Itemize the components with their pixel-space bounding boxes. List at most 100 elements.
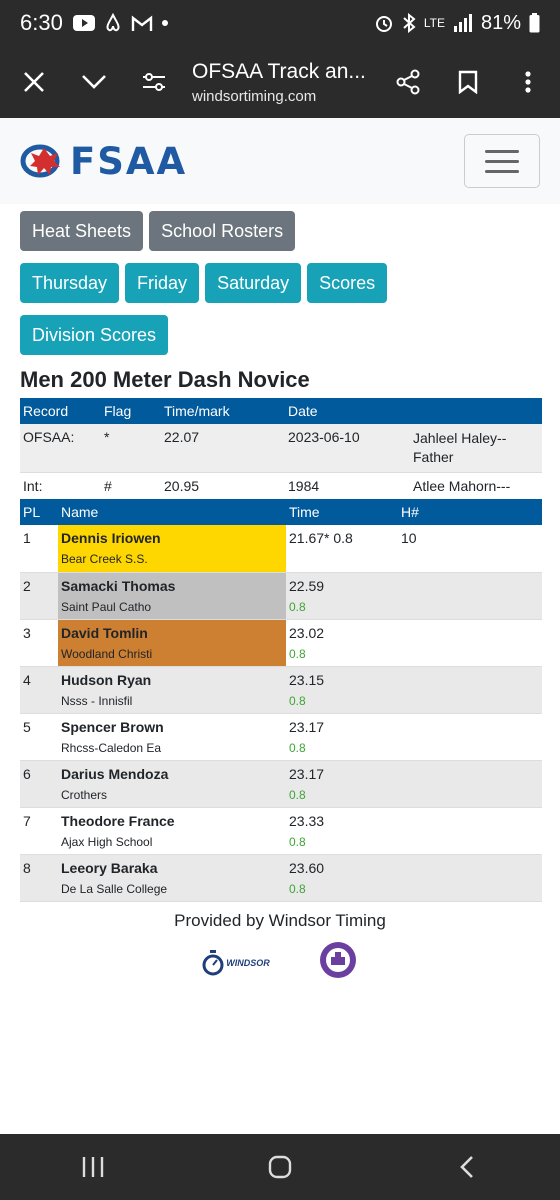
record-holder: Atlee Mahorn--- (410, 472, 542, 500)
table-row: 8 Leeory Baraka De La Salle College 23.6… (20, 854, 542, 902)
athlete-school: Bear Creek S.S. (61, 552, 148, 566)
heat-number (398, 760, 542, 808)
time-mark: 23.15 (289, 671, 325, 688)
athlete-name[interactable]: Leeory Baraka (61, 859, 158, 876)
place: 5 (20, 713, 58, 761)
table-row: 3 David Tomlin Woodland Christi 23.02 0.… (20, 619, 542, 667)
gmail-icon (131, 15, 153, 32)
share-button[interactable] (378, 52, 438, 112)
wind: 0.8 (289, 787, 306, 802)
friday-button[interactable]: Friday (125, 263, 200, 303)
stopwatch-icon (202, 949, 224, 975)
place: 7 (20, 807, 58, 855)
athlete-school: Nsss - Innisfil (61, 693, 133, 708)
back-button[interactable] (437, 1137, 497, 1197)
network-type: LTE (423, 16, 445, 30)
status-bar: 6:30 LTE 81% (0, 0, 560, 46)
heat-number: 10 (398, 525, 542, 573)
close-button[interactable] (4, 52, 64, 112)
athlete-name[interactable]: Theodore France (61, 812, 175, 829)
table-row: Int: # 20.95 1984 Atlee Mahorn--- (20, 472, 542, 500)
heat-sheets-button[interactable]: Heat Sheets (20, 211, 144, 251)
nav-row-2: Thursday Friday Saturday Scores (20, 263, 388, 303)
menu-toggle-button[interactable] (464, 134, 540, 188)
record-holder: Jahleel Haley--Father (410, 424, 542, 473)
athlete-name[interactable]: Dennis Iriowen (61, 530, 161, 546)
more-options-button[interactable] (498, 52, 558, 112)
time-cell: 21.67* 0.8 (286, 525, 398, 573)
athlete-cell: Samacki Thomas Saint Paul Catho (58, 572, 286, 620)
scores-button[interactable]: Scores (307, 263, 388, 303)
airbnb-icon (103, 13, 123, 33)
back-icon (459, 1156, 473, 1178)
status-time: 6:30 (20, 10, 63, 35)
athlete-name[interactable]: Hudson Ryan (61, 671, 152, 688)
minimize-button[interactable] (64, 52, 124, 112)
saturday-button[interactable]: Saturday (205, 263, 302, 303)
school-rosters-button[interactable]: School Rosters (149, 211, 296, 251)
school-crest-logo[interactable] (318, 940, 358, 985)
athlete-cell: Darius Mendoza Crothers (58, 760, 286, 808)
time-mark: 23.17 (289, 765, 325, 782)
windsor-timing-logo[interactable]: WINDSOR (202, 949, 270, 976)
bookmark-button[interactable] (438, 52, 498, 112)
nav-row-3: Division Scores (20, 315, 169, 355)
heat-number (398, 713, 542, 761)
heat-number (398, 619, 542, 667)
column-header: Record (20, 398, 101, 424)
page-settings-icon (143, 73, 165, 91)
athlete-cell: Hudson Ryan Nsss - Innisfil (58, 666, 286, 714)
time-mark: 23.17 (289, 718, 325, 735)
athlete-name[interactable]: Samacki Thomas (61, 577, 176, 594)
division-scores-button[interactable]: Division Scores (20, 315, 169, 355)
share-icon (396, 69, 420, 95)
column-header: Time/mark (161, 398, 285, 424)
page-settings-button[interactable] (124, 52, 184, 112)
column-header: Date (285, 398, 410, 424)
footer-credit: Provided by Windsor Timing (174, 911, 386, 930)
record-date: 1984 (285, 472, 410, 500)
wind: 0.8 (289, 646, 306, 661)
heat-number (398, 572, 542, 620)
athlete-cell: David Tomlin Woodland Christi (58, 619, 286, 667)
time-mark: 21.67* 0.8 (289, 530, 353, 546)
table-row: 7 Theodore France Ajax High School 23.33… (20, 807, 542, 855)
wind: 0.8 (289, 881, 306, 896)
signal-icon (453, 14, 473, 32)
athlete-name[interactable]: Darius Mendoza (61, 765, 169, 782)
time-cell: 23.60 0.8 (286, 854, 398, 902)
athlete-cell: Dennis Iriowen Bear Creek S.S. (58, 525, 286, 573)
athlete-school: Saint Paul Catho (61, 599, 152, 614)
athlete-name[interactable]: David Tomlin (61, 624, 148, 641)
site-header: FSAA (0, 118, 560, 204)
wind: 0.8 (289, 834, 306, 849)
time-cell: 22.59 0.8 (286, 572, 398, 620)
ofsaa-logo[interactable]: FSAA (20, 140, 187, 183)
wind: 0.8 (289, 693, 306, 708)
athlete-name[interactable]: Spencer Brown (61, 718, 164, 735)
notification-dot-icon (161, 19, 169, 27)
athlete-cell: Leeory Baraka De La Salle College (58, 854, 286, 902)
athlete-school: Ajax High School (61, 834, 153, 849)
athlete-cell: Spencer Brown Rhcss-Caledon Ea (58, 713, 286, 761)
home-button[interactable] (250, 1137, 310, 1197)
column-header: Name (58, 499, 286, 525)
footer-logos: WINDSOR (0, 940, 560, 985)
record-date: 2023-06-10 (285, 424, 410, 473)
page-title-area[interactable]: OFSAA Track an... windsortiming.com (184, 60, 378, 105)
time-cell: 23.17 0.8 (286, 760, 398, 808)
thursday-button[interactable]: Thursday (20, 263, 120, 303)
place: 4 (20, 666, 58, 714)
record-flag: * (101, 424, 161, 473)
table-row: 2 Samacki Thomas Saint Paul Catho 22.59 … (20, 572, 542, 620)
windsor-logo-text: WINDSOR (226, 957, 270, 968)
bluetooth-icon (402, 13, 416, 33)
crest-icon (319, 942, 356, 978)
android-nav-bar (0, 1134, 560, 1200)
page-title: OFSAA Track an... (192, 59, 366, 83)
wind: 0.8 (289, 599, 306, 614)
event-title: Men 200 Meter Dash Novice (20, 367, 310, 392)
time-cell: 23.17 0.8 (286, 713, 398, 761)
recents-button[interactable] (63, 1137, 123, 1197)
athlete-school: Woodland Christi (61, 646, 153, 661)
